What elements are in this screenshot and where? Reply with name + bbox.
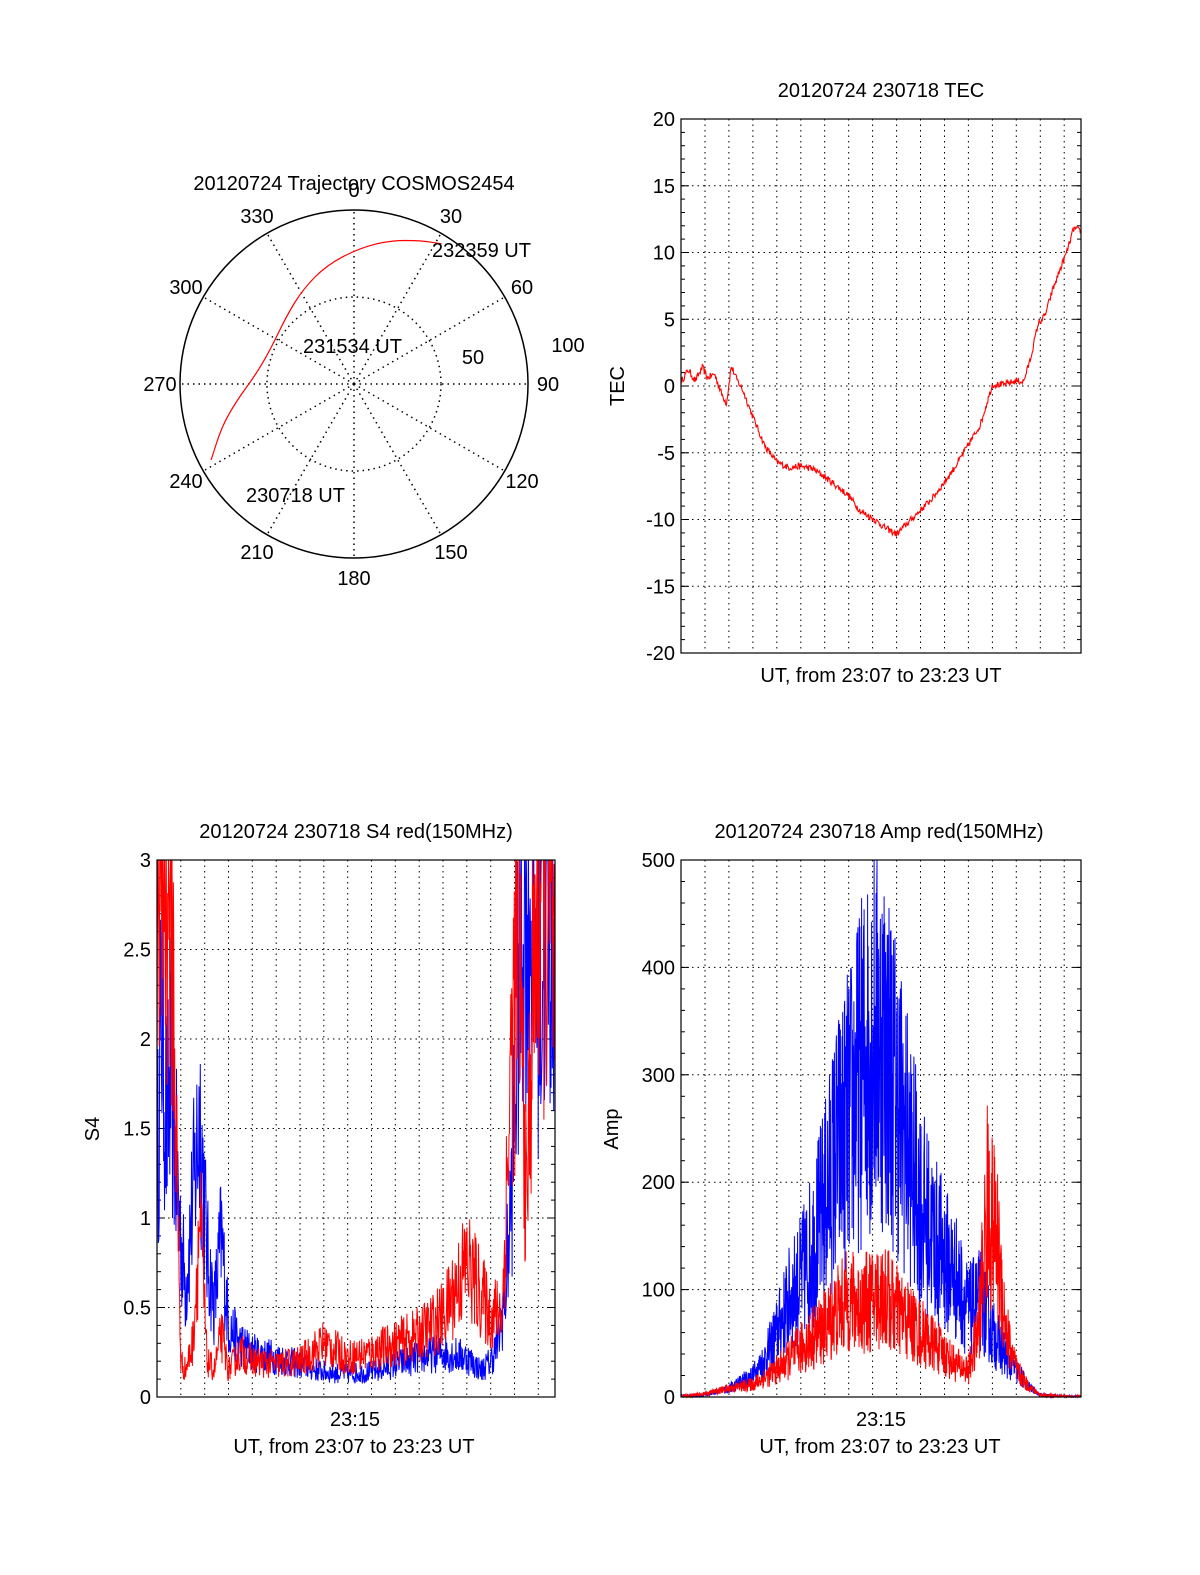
s4-ytick-label-4: 2 (140, 1029, 151, 1051)
polar-azimuth-label-270: 270 (143, 374, 176, 396)
amp-series (680, 859, 1082, 1399)
polar-title: 20120724 Trajectory COSMOS2454 (193, 173, 514, 195)
trajectory-start-label: 230718 UT (246, 485, 345, 507)
polar-outer-ring (179, 209, 529, 559)
s4-panel: 20120724 230718 S4 red(150MHz) 0 0.5 1 1.5 2… (82, 821, 556, 1458)
amp-y-axis-label: Amp (601, 1108, 623, 1149)
amp-panel: 20120724 230718 Amp red(150MHz) 0 100 200 3… (601, 821, 1082, 1458)
polar-azimuth-label-0: 0 (348, 180, 359, 202)
amp-x-axis-label: UT, from 23:07 to 23:23 UT (759, 1436, 1000, 1458)
s4-title: 20120724 230718 S4 red(150MHz) (199, 821, 513, 843)
polar-azimuth-label-300: 300 (169, 277, 202, 299)
tec-ytick-label-3: -5 (657, 443, 675, 465)
tec-series (680, 225, 1082, 538)
polar-radius-label-100: 100 (551, 335, 584, 357)
polar-azimuth-label-120: 120 (505, 471, 538, 493)
amp-series-0 (680, 859, 1082, 1399)
amp-ytick-label-4: 400 (642, 957, 675, 979)
trajectory-mid-label: 231534 UT (303, 336, 402, 358)
s4-ytick-label-6: 3 (140, 850, 151, 872)
s4-series-1 (156, 859, 556, 1382)
amp-ytick-label-0: 0 (664, 1387, 675, 1409)
amp-ytick-label-2: 200 (642, 1172, 675, 1194)
polar-azimuth-label-240: 240 (169, 471, 202, 493)
tec-ytick-label-7: 15 (653, 176, 675, 198)
amp-ytick-label-5: 500 (642, 850, 675, 872)
polar-spoke-150 (353, 383, 442, 536)
amp-x-tick-label: 23:15 (856, 1409, 906, 1431)
polar-inner-ring (266, 296, 442, 472)
tec-ytick-label-1: -15 (646, 576, 675, 598)
polar-trajectory-line (210, 239, 442, 461)
amp-y-tick-labels: 0 100 200 300 400 500 (642, 850, 675, 1409)
trajectory-end-label: 232359 UT (432, 240, 531, 262)
tec-ytick-label-2: -10 (646, 510, 675, 532)
polar-azimuth-label-210: 210 (240, 542, 273, 564)
s4-ytick-label-5: 2.5 (123, 940, 151, 962)
polar-azimuth-label-60: 60 (511, 277, 533, 299)
s4-ytick-label-0: 0 (140, 1387, 151, 1409)
s4-x-axis-label: UT, from 23:07 to 23:23 UT (233, 1436, 474, 1458)
s4-ytick-label-1: 0.5 (123, 1298, 151, 1320)
s4-y-axis-label: S4 (82, 1117, 104, 1141)
polar-azimuth-label-330: 330 (240, 206, 273, 228)
s4-y-tick-labels: 0 0.5 1 1.5 2 2.5 3 (123, 850, 151, 1409)
tec-y-axis-label: TEC (607, 366, 629, 406)
tec-ytick-label-8: 20 (653, 109, 675, 131)
polar-spoke-240 (202, 383, 355, 472)
s4-x-tick-label: 23:15 (330, 1409, 380, 1431)
tec-ytick-label-6: 10 (653, 243, 675, 265)
polar-azimuth-label-30: 30 (440, 206, 462, 228)
s4-plot-frame (156, 859, 556, 1398)
amp-series-1 (681, 1105, 1082, 1399)
tec-ytick-label-4: 0 (664, 376, 675, 398)
polar-spoke-30 (353, 232, 442, 385)
amp-grid (681, 859, 1081, 1398)
tec-y-tick-labels: -20 -15 -10 -5 0 5 10 15 20 (646, 109, 675, 665)
s4-series-0 (156, 859, 556, 1384)
tec-panel: 20120724 230718 TEC -20-15-10-505101520 … (607, 80, 1082, 687)
polar-azimuth-label-150: 150 (434, 542, 467, 564)
tec-series-0 (680, 225, 1082, 538)
s4-series (156, 859, 556, 1384)
polar-trajectory-panel: 20120724 Trajectory COSMOS2454 0 30 60 90 12… (143, 173, 584, 590)
tec-ytick-label-5: 5 (664, 309, 675, 331)
polar-azimuth-label-90: 90 (537, 374, 559, 396)
tec-ytick-label-0: -20 (646, 643, 675, 665)
amp-ytick-label-3: 300 (642, 1065, 675, 1087)
polar-azimuth-labels: 0 30 60 90 120 150 180 210 240 270 300 330 (143, 180, 559, 590)
s4-ytick-label-2: 1 (140, 1208, 151, 1230)
amp-ytick-label-1: 100 (642, 1280, 675, 1302)
tec-x-axis-label: UT, from 23:07 to 23:23 UT (760, 665, 1001, 687)
amp-title: 20120724 230718 Amp red(150MHz) (714, 821, 1043, 843)
tec-title: 20120724 230718 TEC (778, 80, 984, 102)
tec-plot-frame (680, 118, 1082, 654)
polar-azimuth-label-180: 180 (337, 568, 370, 590)
polar-spokes (180, 210, 528, 558)
s4-ytick-label-3: 1.5 (123, 1119, 151, 1141)
tec-grid (681, 118, 1081, 654)
amp-plot-frame (680, 859, 1082, 1398)
polar-radius-label-50: 50 (462, 347, 484, 369)
polar-spoke-120 (353, 383, 506, 472)
